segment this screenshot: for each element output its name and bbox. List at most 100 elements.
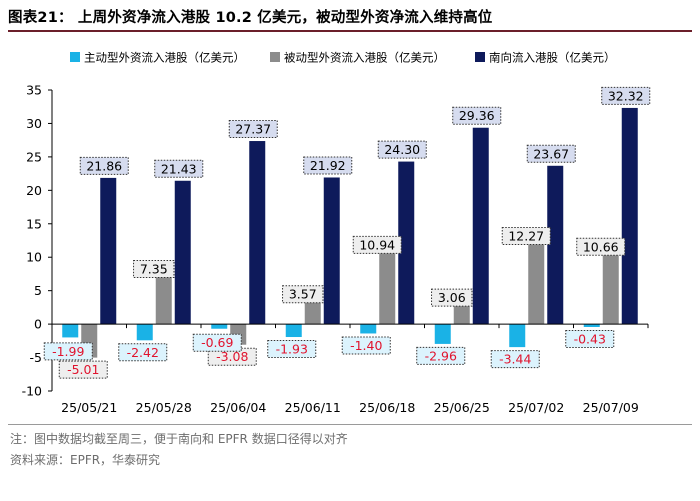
bar-passive bbox=[155, 274, 172, 325]
data-label-text: 21.86 bbox=[86, 158, 122, 173]
data-label-active: -2.96 bbox=[416, 346, 466, 365]
bar-southbound bbox=[100, 177, 117, 325]
data-label-text: 27.37 bbox=[235, 122, 271, 137]
bar-southbound bbox=[398, 161, 415, 325]
data-label-southbound: 29.36 bbox=[452, 106, 502, 125]
bars bbox=[62, 107, 638, 358]
data-label-text: 3.06 bbox=[438, 290, 466, 305]
bar-southbound bbox=[621, 107, 638, 325]
bar-active bbox=[509, 324, 526, 348]
data-label-text: -3.08 bbox=[216, 349, 248, 364]
data-label-text: -1.93 bbox=[276, 342, 308, 357]
data-label-box bbox=[192, 333, 242, 352]
legend-label-passive: 被动型外资流入港股（亿美元） bbox=[284, 51, 445, 65]
data-label-passive: 10.94 bbox=[352, 235, 402, 254]
bar-passive bbox=[453, 303, 470, 325]
data-label-southbound: 21.92 bbox=[303, 156, 353, 175]
data-label-box bbox=[341, 336, 391, 355]
data-label-text: 23.67 bbox=[533, 146, 569, 161]
data-label-southbound: 24.30 bbox=[377, 140, 427, 159]
y-tick-label: 30 bbox=[26, 116, 42, 131]
x-tick-label: 25/06/18 bbox=[359, 400, 415, 415]
data-label-text: -1.40 bbox=[350, 338, 382, 353]
bar-passive bbox=[379, 250, 396, 325]
footnote: 注：图中数据均截至周三，便于南向和 EPFR 数据口径得以对齐 bbox=[10, 432, 348, 446]
bar-passive bbox=[602, 252, 619, 325]
data-label-passive: -3.08 bbox=[207, 347, 257, 366]
data-label-southbound: 23.67 bbox=[526, 144, 576, 163]
data-label-text: 3.57 bbox=[289, 287, 317, 302]
data-label-text: -0.43 bbox=[574, 331, 606, 346]
data-label-box bbox=[377, 140, 427, 159]
legend: 主动型外资流入港股（亿美元） 被动型外资流入港股（亿美元） 南向流入港股（亿美元） bbox=[70, 51, 616, 65]
data-label-passive: 10.66 bbox=[576, 237, 626, 256]
data-label-box bbox=[576, 237, 626, 256]
data-label-active: -3.44 bbox=[490, 350, 540, 369]
data-label-active: -1.40 bbox=[341, 336, 391, 355]
legend-label-active: 主动型外资流入港股（亿美元） bbox=[84, 51, 245, 65]
data-label-box bbox=[501, 227, 551, 246]
data-label-text: 7.35 bbox=[140, 261, 168, 276]
bar-active bbox=[136, 324, 153, 341]
data-label-passive: -5.01 bbox=[58, 360, 108, 379]
data-label-box bbox=[352, 235, 402, 254]
data-label-box bbox=[43, 342, 93, 361]
y-tick-label: 25 bbox=[26, 149, 42, 164]
bar-southbound bbox=[472, 127, 489, 325]
data-label-text: -0.69 bbox=[201, 335, 233, 350]
data-label-passive: 3.57 bbox=[282, 285, 324, 304]
legend-swatch-southbound bbox=[475, 52, 485, 62]
data-label-text: -5.01 bbox=[67, 362, 99, 377]
data-label-text: 21.92 bbox=[310, 158, 346, 173]
data-label-box bbox=[282, 285, 324, 304]
data-label-box bbox=[58, 360, 108, 379]
data-label-box bbox=[416, 346, 466, 365]
bar-southbound bbox=[323, 177, 340, 325]
figure-title: 图表21： 上周外资净流入港股 10.2 亿美元，被动型外资净流入维持高位 bbox=[8, 10, 493, 26]
data-label-passive: 7.35 bbox=[133, 259, 175, 278]
x-tick-label: 25/07/09 bbox=[583, 400, 639, 415]
data-label-box bbox=[228, 120, 278, 139]
data-label-box bbox=[133, 259, 175, 278]
y-tick-label: 0 bbox=[34, 317, 42, 332]
bar-active bbox=[360, 324, 377, 334]
data-label-box bbox=[490, 350, 540, 369]
data-label-text: 10.94 bbox=[359, 237, 395, 252]
x-tick-label: 25/05/28 bbox=[136, 400, 192, 415]
y-tick-label: 5 bbox=[34, 283, 42, 298]
x-tick-label: 25/05/21 bbox=[61, 400, 117, 415]
data-label-passive: 12.27 bbox=[501, 227, 551, 246]
y-tick-label: -10 bbox=[22, 384, 42, 399]
x-tick-label: 25/06/04 bbox=[210, 400, 266, 415]
y-tick-label: 20 bbox=[26, 183, 42, 198]
data-label-text: -1.99 bbox=[52, 344, 84, 359]
bar-southbound bbox=[249, 141, 266, 325]
bar-active bbox=[62, 324, 79, 338]
data-label-text: 12.27 bbox=[508, 229, 544, 244]
data-label-box bbox=[526, 144, 576, 163]
data-label-box bbox=[154, 159, 204, 178]
y-tick-label: 10 bbox=[26, 250, 42, 265]
data-label-text: 10.66 bbox=[583, 239, 619, 254]
data-label-text: 32.32 bbox=[608, 88, 644, 103]
x-tick-label: 25/07/02 bbox=[508, 400, 564, 415]
data-label-box bbox=[565, 329, 615, 348]
legend-label-southbound: 南向流入港股（亿美元） bbox=[489, 51, 616, 65]
x-axis: 25/05/21 25/05/28 25/06/04 25/06/11 25/06/18… bbox=[51, 323, 649, 415]
bar-southbound bbox=[547, 165, 564, 325]
chart: 主动型外资流入港股（亿美元） 被动型外资流入港股（亿美元） 南向流入港股（亿美元） … bbox=[22, 51, 651, 415]
data-label-active: -1.99 bbox=[43, 342, 93, 361]
title-rule bbox=[8, 30, 692, 32]
data-label-box bbox=[79, 156, 129, 175]
data-label-southbound: 21.43 bbox=[154, 159, 204, 178]
bar-southbound bbox=[174, 180, 191, 325]
x-tick-label: 25/06/11 bbox=[285, 400, 341, 415]
footer-rule bbox=[8, 424, 692, 425]
bar-active bbox=[211, 324, 228, 329]
source-note: 资料来源：EPFR，华泰研究 bbox=[10, 453, 161, 467]
data-label-box bbox=[601, 86, 651, 105]
y-tick-label: -5 bbox=[30, 350, 42, 365]
data-label-text: 24.30 bbox=[384, 142, 420, 157]
y-tick-label: 35 bbox=[26, 83, 42, 98]
y-axis: -10 -5 0 5 10 15 20 25 30 35 bbox=[22, 83, 53, 399]
